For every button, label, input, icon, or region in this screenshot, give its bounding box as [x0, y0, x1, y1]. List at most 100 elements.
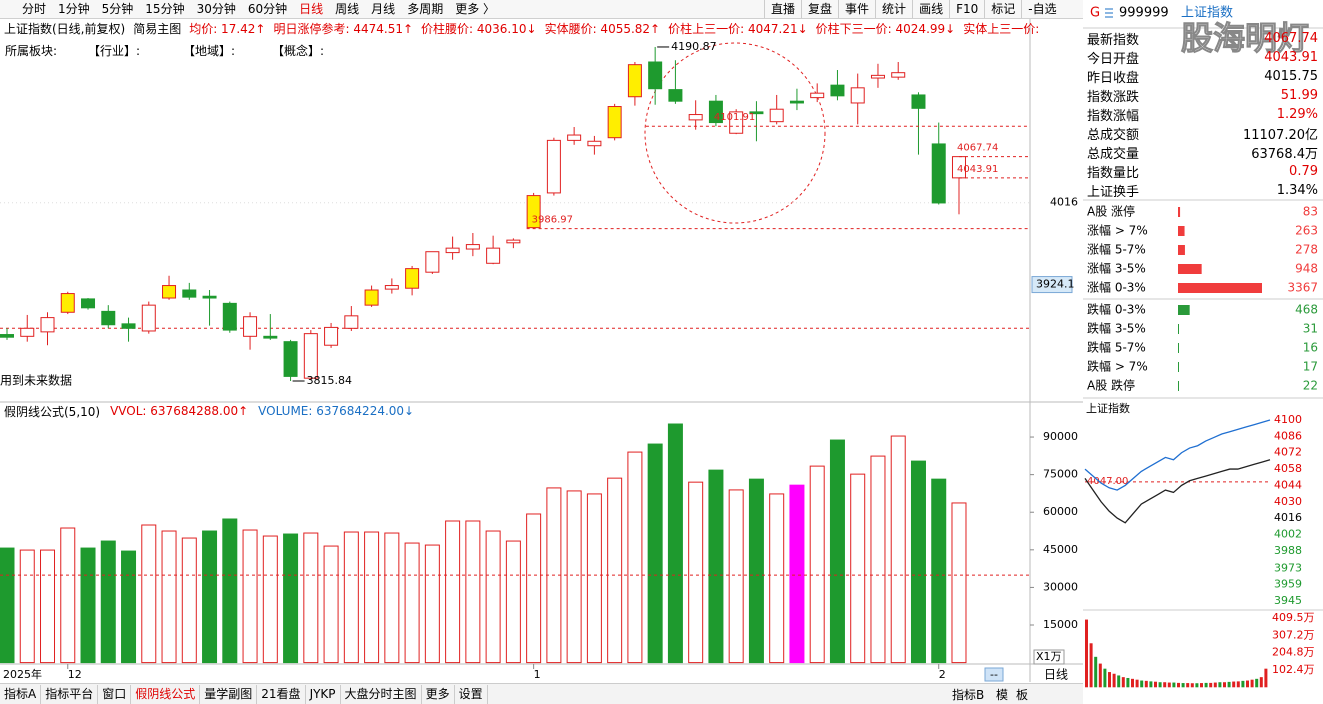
y-tick-label: 409.5万	[1272, 611, 1315, 624]
period-tab[interactable]: 周线	[335, 2, 360, 16]
period-tab[interactable]: 5分钟	[101, 2, 134, 16]
stat-row: 今日开盘 4043.91	[1087, 48, 1318, 67]
bottom-right-tab[interactable]: 指标B	[952, 688, 985, 702]
breadth-bar	[1178, 324, 1179, 334]
period-tab[interactable]: 分时	[22, 2, 47, 16]
intraday-line	[1084, 459, 1271, 524]
intraday-volume-bar	[1094, 656, 1098, 688]
cursor-value: 3924.1	[1036, 278, 1075, 291]
period-tab[interactable]: 月线	[371, 2, 396, 16]
candle-body	[789, 100, 804, 104]
period-tab[interactable]: 更多 〉	[455, 2, 496, 16]
breadth-value: 31	[1303, 322, 1318, 336]
candle-body	[384, 285, 399, 290]
bottom-tab[interactable]: 量学副图	[200, 684, 258, 704]
volume-bar	[80, 547, 96, 664]
candle-body	[911, 94, 926, 109]
volume-bar	[384, 532, 400, 664]
bottom-tab[interactable]: 21看盘	[257, 684, 306, 704]
stat-value: 1.34%	[1276, 183, 1318, 198]
volume-bar	[161, 530, 177, 664]
tool-button[interactable]: F10	[949, 0, 984, 18]
candle-body	[931, 143, 946, 204]
candle-body	[810, 92, 825, 99]
volume-bar	[748, 478, 764, 664]
y-tick-label: 3945	[1274, 594, 1302, 607]
intraday-volume-bar	[1213, 682, 1217, 688]
bottom-tab[interactable]: 假阴线公式	[131, 684, 201, 704]
volume-bar	[910, 460, 926, 664]
tool-button[interactable]: 画线	[912, 0, 949, 18]
candle-body	[546, 139, 561, 194]
toolbar: 分时 1分钟 5分钟 15分钟 30分钟 60分钟 日线 周线 月线 多周期 更多 〉 直播 复盘 事件…	[0, 0, 1083, 19]
volume-bar	[870, 455, 886, 664]
volume-bar	[121, 550, 137, 664]
volume-bar	[181, 537, 197, 664]
intraday-volume-bar	[1236, 681, 1240, 688]
quote-code: 999999	[1119, 6, 1169, 21]
intraday-volume-bar	[1204, 682, 1208, 688]
intraday-volume-bar	[1218, 682, 1222, 688]
volume-bar	[647, 443, 663, 664]
breadth-bar	[1178, 226, 1185, 236]
candle-body	[627, 64, 642, 98]
sector-item: 【地域】:	[183, 44, 236, 58]
candle-body	[364, 289, 379, 306]
annotation-label: 3986.97	[532, 215, 573, 226]
intraday-volume-bar	[1131, 678, 1134, 688]
period-tab[interactable]: 1分钟	[58, 2, 90, 16]
bottom-tab[interactable]: 设置	[455, 684, 488, 704]
bottom-tab[interactable]: 指标平台	[41, 684, 99, 704]
period-tab[interactable]: 日线	[299, 2, 324, 16]
candle-body	[891, 72, 906, 78]
period-tab[interactable]: 15分钟	[145, 2, 185, 16]
period-box	[984, 667, 1004, 682]
breadth-value: 3367	[1287, 281, 1318, 295]
y-tick-label: 3988	[1274, 544, 1302, 557]
period-tabs: 分时 1分钟 5分钟 15分钟 30分钟 60分钟 日线 周线 月线 多周期 更多 〉	[22, 0, 495, 18]
bottom-tab[interactable]: 大盘分时主图	[341, 684, 422, 704]
intraday-volume-bar	[1149, 681, 1153, 688]
candle-body	[283, 341, 298, 377]
period-tab[interactable]: 60分钟	[247, 2, 288, 16]
intraday-volume-bar	[1140, 680, 1144, 688]
breadth-label: 跌幅 3-5%	[1087, 321, 1146, 336]
bottom-tab[interactable]: 更多	[422, 684, 455, 704]
bottom-tab[interactable]: 窗口	[98, 684, 132, 704]
tool-button[interactable]: 事件	[838, 0, 875, 18]
intraday-volume-bar	[1250, 679, 1254, 688]
bottom-tab[interactable]: 指标A	[0, 684, 42, 704]
candle-body	[708, 100, 723, 124]
period-tab[interactable]: 30分钟	[196, 2, 236, 16]
info-item: 价柱上三一价: 4047.21↓	[668, 21, 808, 36]
bottom-right-tab[interactable]: 板	[1016, 688, 1029, 702]
tool-button[interactable]: 直播	[764, 0, 801, 18]
stat-value: 51.99	[1280, 88, 1318, 103]
sector-item: 所属板块:	[5, 44, 58, 58]
candle-body	[405, 268, 420, 289]
stat-value: 11107.20亿	[1242, 128, 1318, 143]
volume-bar	[465, 520, 481, 664]
candle-body	[729, 111, 744, 134]
intraday-volume-bar	[1195, 683, 1199, 688]
tool-button[interactable]: 复盘	[801, 0, 838, 18]
breadth-label: A股 跌停	[1087, 378, 1135, 393]
candle-body	[0, 334, 14, 338]
intraday-volume-bar	[1135, 679, 1139, 688]
stat-name: 今日开盘	[1087, 52, 1140, 67]
volume-bar	[850, 473, 866, 664]
volume-bar	[485, 530, 501, 664]
candle-body	[162, 285, 177, 299]
candle-body	[850, 87, 865, 104]
period-tab[interactable]: 多周期	[407, 2, 444, 16]
tool-button[interactable]: -自选	[1021, 0, 1062, 18]
x-year-label: 2025年	[3, 667, 42, 681]
tool-button[interactable]: 标记	[984, 0, 1021, 18]
tool-button[interactable]: 统计	[875, 0, 912, 18]
bottom-tab[interactable]: JYKP	[306, 684, 341, 704]
volume-bar	[667, 423, 683, 664]
annotation-label: 3815.84	[307, 374, 353, 387]
bottom-right-tab[interactable]: 模	[996, 688, 1009, 702]
candle-body	[769, 108, 784, 123]
